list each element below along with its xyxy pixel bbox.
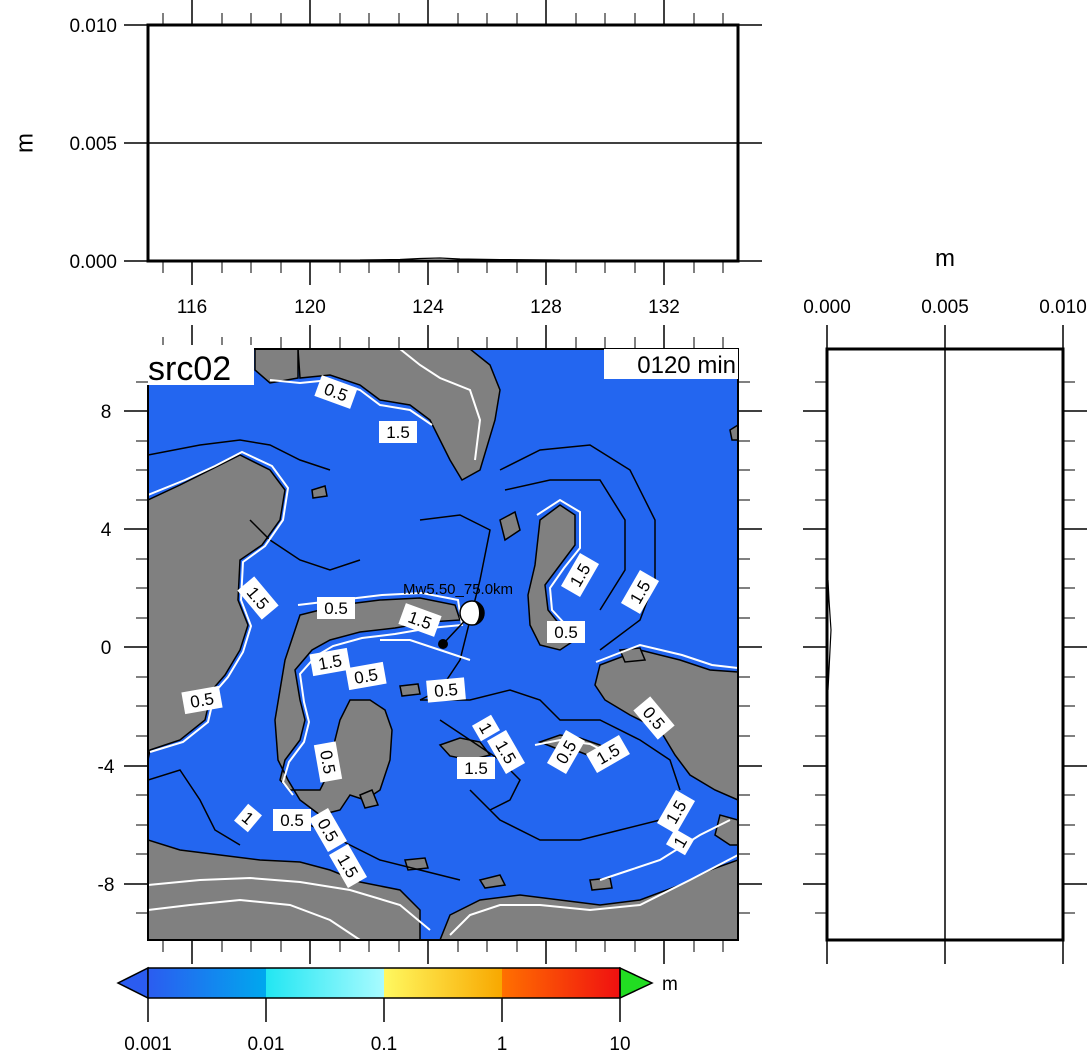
colorbar-unit: m (662, 974, 678, 995)
lon-tick-2: 124 (412, 297, 444, 318)
land-east-edge (714, 814, 738, 846)
land-borneo (148, 454, 286, 761)
time-box (604, 349, 738, 379)
contour-label-text: 0.5 (433, 680, 458, 701)
contour-label: 0.5 (345, 661, 387, 691)
contour-white-east (599, 819, 731, 881)
top-panel-y-ticks (124, 24, 762, 262)
right-panel-trace (827, 579, 832, 691)
contour-label: 0.5 (547, 621, 585, 643)
contour-label: 0.5 (313, 741, 343, 783)
map-frame (147, 348, 739, 941)
lat-tick-2: 0 (101, 638, 112, 659)
beachball-icon (459, 600, 485, 626)
contour-label-text: 0.5 (554, 623, 578, 642)
colorbar-tick-4: 10 (609, 1034, 630, 1055)
colorbar-seg-4 (502, 968, 620, 998)
lon-tick-0: 116 (177, 297, 207, 318)
contour-label: 1.5 (457, 757, 495, 779)
colorbar-seg-2 (266, 968, 384, 998)
lon-ticks-map-bottom (162, 940, 724, 964)
colorbar-seg-3 (384, 968, 502, 998)
top-panel-trace (359, 257, 561, 261)
colorbar-over-arrow (619, 966, 654, 1000)
contour-white-timor (449, 854, 738, 936)
right-x-tick-2: 0.010 (1039, 297, 1087, 318)
lon-tick-4: 132 (648, 297, 680, 318)
right-panel-unit: m (935, 245, 955, 272)
lat-tick-0: 8 (101, 402, 112, 423)
contour-black-1 (499, 444, 656, 651)
right-panel: m 0.000 0.005 0.010 (803, 245, 1087, 964)
contour-label-text: 0.5 (189, 689, 216, 712)
contours-black (148, 439, 681, 881)
contour-label-text: 0.5 (353, 665, 380, 688)
title-box (144, 345, 254, 385)
top-y-tick-0: 0.010 (69, 16, 117, 37)
contour-label: 1 (234, 803, 262, 833)
lat-tick-1: 4 (101, 520, 112, 541)
colorbar-seg-1 (148, 968, 266, 998)
epicenter-dot (438, 639, 448, 649)
contour-label-text: 1.5 (464, 759, 488, 778)
lat-ticks (124, 381, 762, 914)
contour-white-halmahera (536, 498, 581, 625)
contour-label-text: 1.5 (317, 651, 344, 674)
contour-label: 1 (471, 714, 501, 742)
map-panel: 0.51.51.5 0.5 1.51.51.50.51.50.50.5 0.511.5… (144, 345, 739, 941)
contours-white (148, 349, 738, 940)
right-x-tick-0: 0.000 (803, 297, 851, 318)
contour-label: 1 (665, 828, 695, 856)
contour-black-2 (504, 479, 626, 611)
contour-white-java (148, 876, 431, 931)
contour-label: 0.5 (317, 597, 355, 619)
contour-label: 0.5 (181, 685, 223, 715)
top-y-tick-2: 0.000 (69, 252, 117, 273)
contour-black-3 (148, 439, 331, 471)
event-label: Mw5.50_75.0km (403, 581, 513, 598)
time-label: 0120 min (637, 352, 736, 379)
contour-white-sulawesi (281, 591, 464, 796)
epicenter: Mw5.50_75.0km (403, 581, 513, 649)
contour-label-text: 0.5 (280, 811, 304, 830)
colorbar-tick-1: 0.01 (248, 1034, 285, 1055)
contour-white-phil (399, 349, 482, 461)
contour-label: 0.5 (426, 677, 466, 703)
contour-label-text: 0.5 (324, 599, 348, 618)
colorbar-tick-2: 0.1 (371, 1034, 397, 1055)
map-title: src02 (148, 350, 231, 388)
colorbar-tick-0: 0.001 (124, 1034, 172, 1055)
contour-black-9 (249, 519, 361, 571)
colorbar: 0.001 0.01 0.1 1 10 m (116, 966, 678, 1055)
top-panel: 0.010 0.005 0.000 m (11, 16, 762, 273)
contour-black-6 (469, 789, 661, 841)
contour-label-text: 1.5 (386, 423, 410, 442)
land-timor-australia (439, 859, 738, 940)
lat-tick-4: -8 (98, 875, 115, 896)
contour-label: 1.5 (379, 421, 417, 443)
contour-black-5 (420, 689, 681, 791)
top-y-tick-1: 0.005 (69, 134, 117, 155)
contour-label: 1.5 (237, 576, 279, 620)
right-x-tick-1: 0.005 (921, 297, 969, 318)
contour-white-north (269, 378, 433, 426)
contour-black-8 (148, 769, 241, 846)
lat-tick-3: -4 (98, 757, 115, 778)
lon-tick-1: 120 (294, 297, 326, 318)
contour-white-java2 (148, 898, 361, 940)
lon-ticks-top (162, 0, 724, 285)
contour-label: 0.5 (273, 809, 311, 831)
lon-tick-3: 128 (530, 297, 562, 318)
colorbar-under-arrow (116, 966, 149, 1000)
contour-white-ng (595, 643, 738, 669)
top-panel-unit: m (11, 133, 38, 153)
contour-label-text: 0.5 (316, 749, 339, 776)
colorbar-tick-3: 1 (497, 1034, 508, 1055)
contour-white-mid (380, 639, 471, 661)
land-buru (438, 737, 492, 761)
contour-label: 1.5 (309, 647, 351, 677)
